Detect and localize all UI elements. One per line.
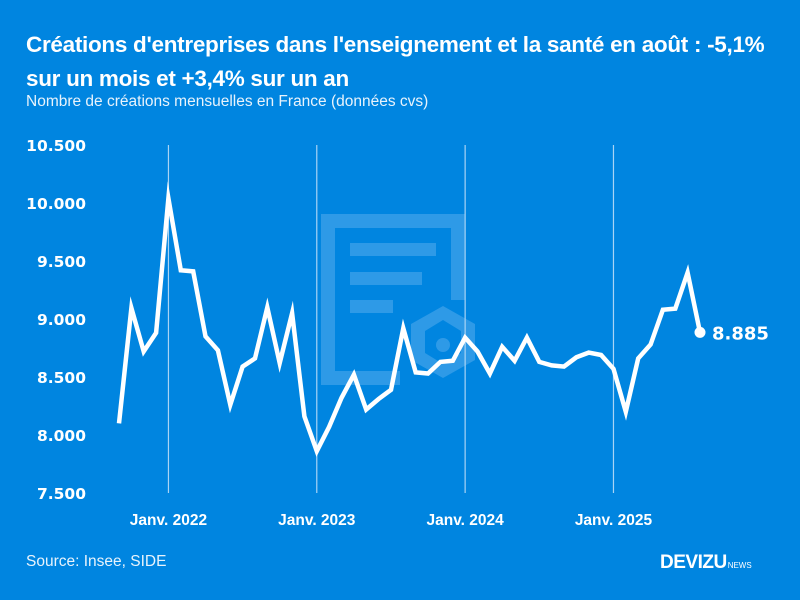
chart-subtitle: Nombre de créations mensuelles en France…	[26, 93, 429, 110]
last-data-point	[694, 326, 706, 338]
x-tick-label: Janv. 2025	[575, 512, 653, 529]
series-line	[116, 181, 703, 457]
y-tick-label: 10.000	[26, 195, 86, 213]
devizu-logo: DEVIZUNEWS	[660, 552, 752, 574]
brand-suffix: NEWS	[727, 561, 752, 570]
y-tick-label: 10.500	[26, 137, 86, 155]
last-value-label: 8.885	[712, 323, 769, 344]
x-tick-label: Janv. 2024	[426, 512, 504, 529]
x-tick-label: Janv. 2022	[130, 512, 207, 529]
document-watermark-icon	[321, 214, 475, 385]
y-tick-label: 8.000	[37, 427, 86, 445]
y-tick-label: 7.500	[37, 485, 86, 503]
y-tick-label: 9.000	[37, 311, 86, 329]
y-tick-label: 9.500	[37, 253, 86, 271]
y-tick-label: 8.500	[37, 369, 86, 387]
chart-title: Créations d'entreprises dans l'enseignem…	[26, 32, 765, 91]
source-note: Source: Insee, SIDE	[26, 553, 167, 570]
x-tick-label: Janv. 2023	[278, 512, 356, 529]
brand-main: DEVIZU	[660, 552, 727, 573]
